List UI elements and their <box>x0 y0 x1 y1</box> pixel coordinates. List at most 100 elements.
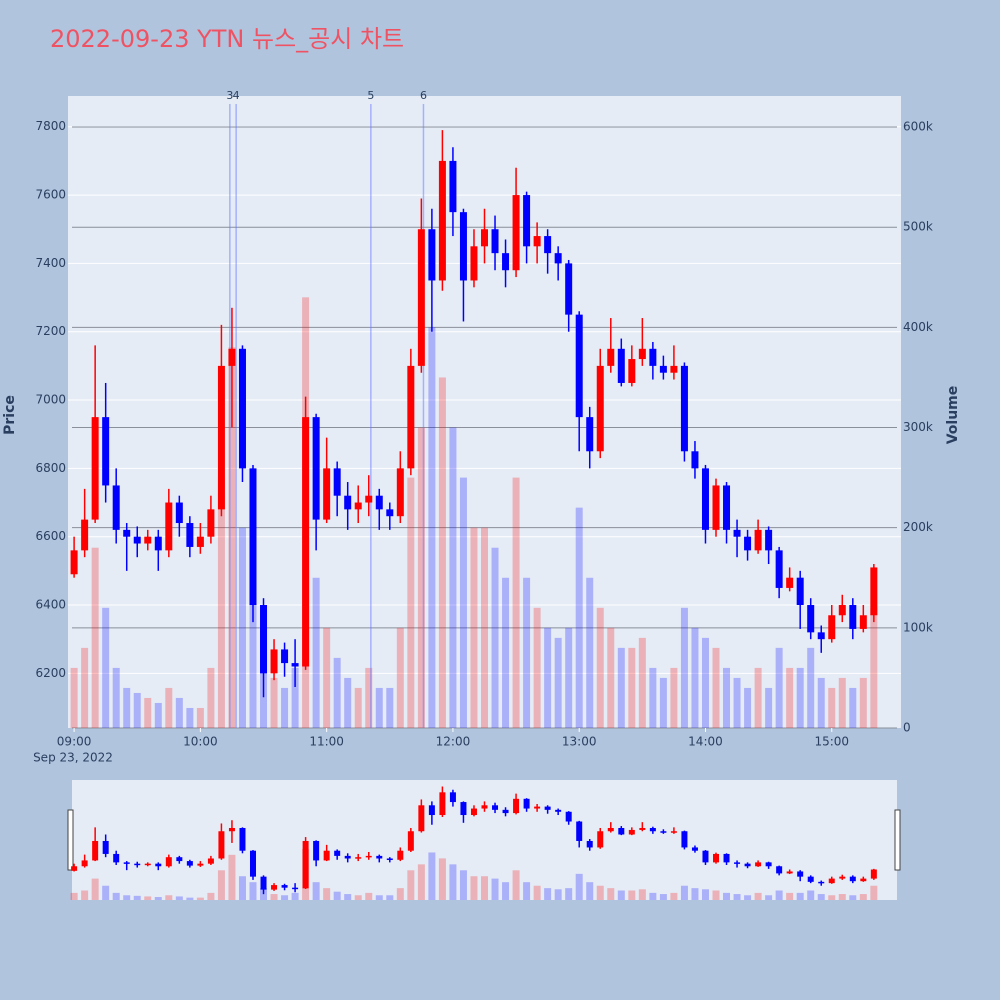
rangeslider-volume-bar <box>291 892 299 900</box>
rangeslider-candle-body <box>807 876 814 882</box>
volume-bar <box>365 667 373 728</box>
rangeslider-volume-bar <box>849 895 857 900</box>
rangeslider-candle-body <box>218 831 225 859</box>
volume-bar <box>544 627 552 728</box>
candle-body <box>459 212 467 281</box>
rangeslider-candle-body <box>839 876 846 879</box>
rangeslider-candle-body <box>207 858 214 864</box>
rangeslider-candle-body <box>691 847 698 851</box>
rangeslider-volume-bar <box>186 897 194 900</box>
rangeslider-candle-body <box>397 850 404 860</box>
rangeslider-volume-bar <box>217 870 225 900</box>
rangeslider-candle-body <box>365 855 372 858</box>
volume-bar <box>123 687 131 728</box>
candle-body <box>344 495 352 510</box>
rangeslider-candle-body <box>744 863 751 867</box>
rangeslider-volume-bar <box>817 894 825 900</box>
candle-body <box>607 348 615 366</box>
rangeslider-volume-bar <box>417 864 425 900</box>
rangeslider-volume-bar <box>270 894 278 900</box>
candle-body <box>659 365 667 373</box>
candle-body <box>733 529 741 537</box>
rangeslider-volume-bar <box>807 890 815 900</box>
candle-body <box>386 509 394 517</box>
volume-bar <box>428 327 436 728</box>
candle-body <box>91 417 99 520</box>
candle-body <box>701 468 709 530</box>
candle-body <box>807 605 815 633</box>
rangeslider-candle-body <box>670 831 677 833</box>
rangeslider-volume-bar <box>112 892 120 900</box>
volume-bar <box>344 677 352 728</box>
x-tick-label: 11:00 <box>309 735 344 749</box>
rangeslider-volume-bar <box>659 894 667 900</box>
rangeslider-candle-body <box>523 798 530 809</box>
rangeslider-volume-bar <box>859 894 867 900</box>
rangeslider-candle-body <box>870 869 877 879</box>
volume-bar <box>649 667 657 728</box>
volume-bar <box>817 677 825 728</box>
y2-tick-label: 100k <box>903 620 933 634</box>
candle-body <box>617 348 625 383</box>
volume-bar <box>849 687 857 728</box>
rangeslider-candle-body <box>407 831 414 851</box>
y-axis-title: Price <box>2 395 18 435</box>
candle-body <box>354 502 362 510</box>
rangeslider-volume-bar <box>554 889 562 900</box>
rangeslider-volume-bar <box>375 895 383 900</box>
candle-body <box>207 509 215 537</box>
volume-bar <box>670 667 678 728</box>
candle-body <box>870 567 878 616</box>
rangeslider-volume-bar <box>281 895 289 900</box>
volume-bar <box>586 577 594 728</box>
rangeslider-handle[interactable] <box>894 809 901 871</box>
volume-bar <box>796 667 804 728</box>
y2-tick-label: 400k <box>903 320 933 334</box>
y-tick-label: 7400 <box>35 256 66 270</box>
rangeslider-volume-bar <box>617 890 625 900</box>
rangeslider-handle[interactable] <box>67 809 74 871</box>
rangeslider-candle-body <box>565 811 572 822</box>
candle-body <box>638 348 646 360</box>
rangeslider-volume-bar <box>207 892 215 900</box>
volume-bar <box>838 677 846 728</box>
rangeslider-volume-bar <box>733 894 741 900</box>
candle-body <box>112 485 120 530</box>
rangeslider-candle-body <box>81 860 88 867</box>
candle-body <box>481 229 488 247</box>
candle-body <box>775 550 783 588</box>
x-tick-label: 15:00 <box>814 735 849 749</box>
candle-body <box>407 365 415 469</box>
rangeslider-volume-bar <box>796 892 804 900</box>
rangeslider-volume-bar <box>870 885 878 900</box>
rangeslider-candle-body <box>334 850 341 856</box>
candle-body <box>691 451 699 469</box>
rangeslider-volume-bar <box>744 895 752 900</box>
candle-body <box>554 253 562 264</box>
rangeslider-volume-bar <box>712 890 720 900</box>
y2-tick-label: 500k <box>903 220 933 234</box>
candle-body <box>123 529 131 537</box>
volume-bar <box>554 637 562 728</box>
rangeslider-volume-bar <box>81 890 89 900</box>
rangeslider-candle-body <box>123 862 130 864</box>
x-tick-label: 12:00 <box>436 735 471 749</box>
rangeslider-volume-bar <box>607 888 615 900</box>
candle-body <box>512 195 520 271</box>
rangeslider-candle-body <box>271 885 278 890</box>
candle-body <box>723 485 731 530</box>
volume-bar <box>196 707 204 728</box>
volume-bar <box>144 697 152 728</box>
rangeslider-volume-bar <box>586 882 594 900</box>
rangeslider-candle-body <box>534 806 541 809</box>
y-tick-label: 6400 <box>35 598 66 612</box>
rangeslider-candle-body <box>186 861 193 866</box>
candle-body <box>754 529 762 551</box>
rangeslider-volume-bar <box>407 870 415 900</box>
rangeslider-candle-body <box>618 828 625 835</box>
rangeslider-volume-bar <box>102 885 110 900</box>
rangeslider-candle-body <box>586 840 593 848</box>
event-label: 6 <box>420 89 427 102</box>
rangeslider-candle-body <box>544 806 551 810</box>
x-tick-label: 14:00 <box>688 735 723 749</box>
